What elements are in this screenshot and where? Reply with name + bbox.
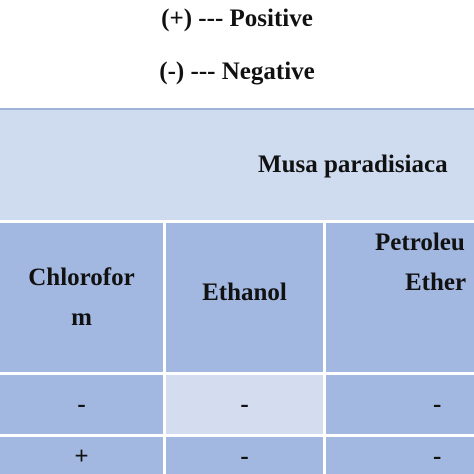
header-chloroform: Chlorofor m	[0, 223, 163, 372]
table-cell: -	[326, 437, 474, 474]
header-petroleum-line2: Ether	[405, 269, 467, 296]
header-chloroform-line1: Chlorofor	[28, 263, 135, 291]
header-ethanol-label: Ethanol	[202, 279, 287, 306]
header-chloroform-line2: m	[71, 303, 92, 331]
legend-positive: (+) --- Positive	[161, 5, 313, 32]
table-cell: -	[326, 375, 474, 434]
table-cell: -	[166, 437, 323, 474]
header-petroleum-ether: Petroleu Ether	[326, 223, 474, 372]
header-ethanol: Ethanol	[166, 223, 323, 372]
table-cell: -	[0, 375, 163, 434]
header-petroleum-line1: Petroleu	[375, 229, 465, 256]
legend-negative: (-) --- Negative	[159, 58, 315, 85]
results-table: Musa paradisiaca Chlorofor m Ethanol Pet…	[0, 108, 474, 474]
table-cell: -	[166, 375, 323, 434]
table-cell: +	[0, 437, 163, 474]
table-title-cell: Musa paradisiaca	[0, 108, 474, 220]
table-title: Musa paradisiaca	[258, 151, 448, 178]
